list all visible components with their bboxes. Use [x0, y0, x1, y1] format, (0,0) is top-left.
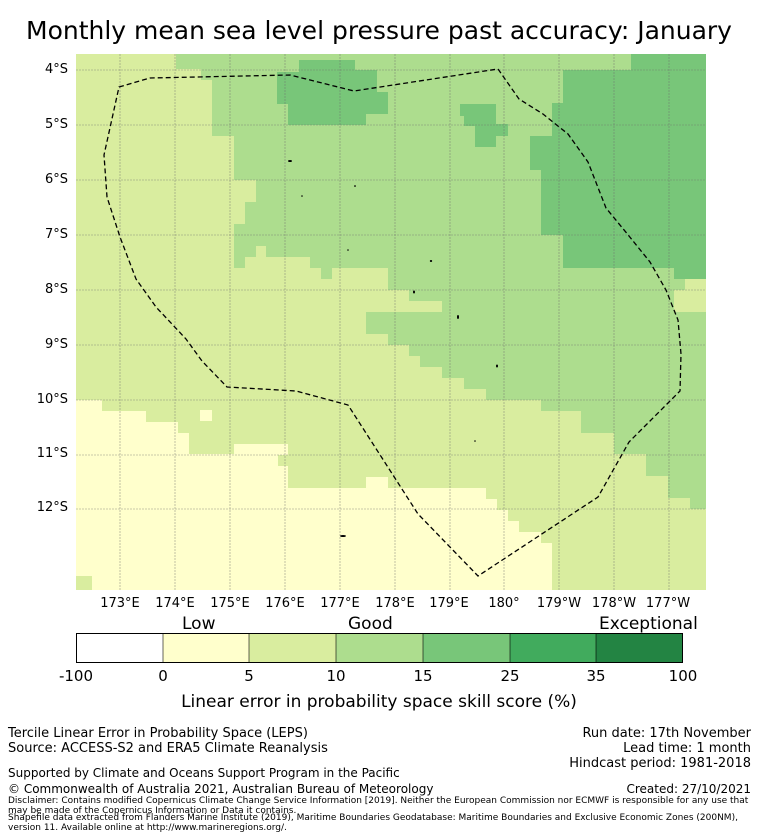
lat-label: 7°S: [44, 227, 68, 242]
eez-boundary: [103, 68, 682, 577]
shapefile-credit: Shapefile data extracted from Flanders M…: [8, 813, 738, 833]
skill-map-canvas: [76, 54, 706, 590]
lon-label: 176°E: [265, 596, 305, 611]
lon-label: 173°E: [100, 596, 140, 611]
lat-label: 4°S: [44, 62, 68, 77]
lat-label: 8°S: [44, 282, 68, 297]
skill-region-5-10: [76, 576, 92, 590]
source-text: Source: ACCESS-S2 and ERA5 Climate Reana…: [8, 741, 328, 756]
island: [457, 315, 459, 319]
lon-label: 178°E: [375, 596, 415, 611]
lon-label: 177°W: [645, 596, 691, 611]
island: [301, 195, 303, 197]
colorbar: [76, 633, 683, 663]
colorbar-tick: 10: [326, 667, 346, 685]
island: [340, 535, 346, 537]
skill-region-good-high: [277, 60, 388, 125]
island: [288, 160, 292, 162]
colorbar-label: Linear error in probability space skill …: [181, 692, 577, 712]
colorbar-tick: 35: [586, 667, 606, 685]
skill-region-good-high: [460, 104, 508, 147]
colorbar-swatch: [596, 633, 683, 663]
island: [496, 364, 498, 368]
map-title: Monthly mean sea level pressure past acc…: [26, 16, 732, 45]
colorbar-category-exceptional: Exceptional: [599, 614, 698, 634]
lon-label: 174°E: [155, 596, 195, 611]
lat-label: 5°S: [44, 117, 68, 132]
skill-region-low: [200, 410, 212, 421]
island: [354, 185, 356, 187]
graticule: [76, 54, 706, 590]
created-date: Created: 27/10/2021: [626, 782, 751, 796]
lat-label: 6°S: [44, 172, 68, 187]
lead-time: Lead time: 1 month: [623, 741, 751, 756]
copyright-text: © Commonwealth of Australia 2021, Austra…: [8, 782, 434, 796]
lon-label: 175°E: [210, 596, 250, 611]
colorbar-tick: 25: [500, 667, 520, 685]
island: [347, 249, 349, 251]
colorbar-swatch: [249, 633, 336, 663]
disclaimer-text: Disclaimer: Contains modified Copernicus…: [8, 796, 749, 816]
colorbar-category-low: Low: [182, 614, 216, 634]
lon-label: 179°W: [536, 596, 582, 611]
colorbar-swatch: [76, 633, 163, 663]
skill-region-low: [76, 400, 552, 590]
colorbar-category-good: Good: [348, 614, 393, 634]
support-text: Supported by Climate and Oceans Support …: [8, 766, 400, 780]
colorbar-tick: -100: [58, 667, 94, 685]
colorbar-swatches: [76, 633, 683, 663]
island: [474, 440, 476, 442]
colorbar-swatch: [510, 633, 596, 663]
lat-label: 11°S: [36, 446, 68, 461]
islands: [288, 160, 498, 537]
island: [429, 260, 433, 262]
skill-map: [76, 54, 706, 590]
colorbar-tick: 0: [158, 667, 168, 685]
lat-label: 12°S: [36, 500, 68, 515]
colorbar-swatch: [336, 633, 423, 663]
lat-label: 9°S: [44, 337, 68, 352]
lon-label: 177°E: [320, 596, 360, 611]
hindcast-period: Hindcast period: 1981-2018: [569, 756, 751, 771]
colorbar-swatch: [423, 633, 510, 663]
lon-label: 179°E: [429, 596, 469, 611]
run-date: Run date: 17th November: [582, 726, 751, 741]
lon-label: 180°: [488, 596, 520, 611]
colorbar-tick: 15: [413, 667, 433, 685]
colorbar-tick: 5: [244, 667, 254, 685]
island: [413, 290, 415, 294]
method-text: Tercile Linear Error in Probability Spac…: [8, 726, 308, 741]
colorbar-tick: 100: [668, 667, 698, 685]
lon-label: 178°W: [591, 596, 637, 611]
colorbar-outline: [76, 633, 683, 663]
colorbar-swatch: [163, 633, 249, 663]
lat-label: 10°S: [36, 392, 68, 407]
skill-region-good-high: [530, 54, 706, 279]
